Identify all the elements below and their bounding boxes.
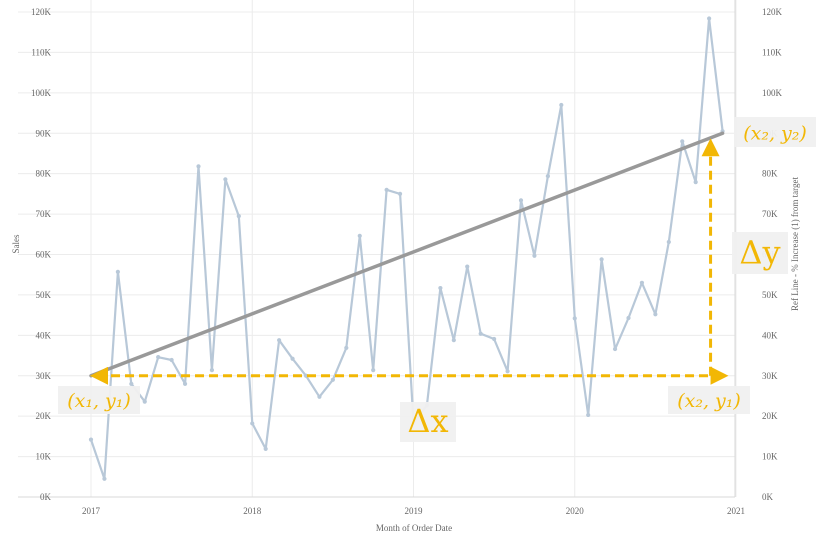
data-point xyxy=(102,476,107,481)
y2-tick-label: 80K xyxy=(762,169,778,179)
x-axis-title: Month of Order Date xyxy=(376,523,452,533)
data-point xyxy=(129,381,134,386)
data-point xyxy=(599,257,604,262)
y-tick-label: 60K xyxy=(36,250,52,260)
data-point xyxy=(263,446,268,452)
data-point xyxy=(559,102,564,108)
x-tick-label: 2019 xyxy=(405,506,424,516)
y-tick-label: 30K xyxy=(36,371,52,381)
data-point xyxy=(612,346,618,352)
data-point xyxy=(142,399,147,404)
y-tick-label: 40K xyxy=(36,330,52,340)
data-point xyxy=(397,191,403,196)
y-tick-label: 110K xyxy=(31,47,51,57)
y-axis-title: Sales xyxy=(11,234,21,253)
data-point xyxy=(250,421,255,426)
y-tick-label: 0K xyxy=(40,492,52,502)
sales-series-line xyxy=(89,17,724,480)
y2-tick-label: 100K xyxy=(762,88,783,98)
data-point xyxy=(236,214,241,219)
trend-line xyxy=(89,131,725,378)
data-point xyxy=(384,187,389,192)
y2-tick-label: 30K xyxy=(762,371,778,381)
data-point xyxy=(492,336,497,342)
data-point xyxy=(693,180,698,185)
y2-tick-label: 70K xyxy=(762,209,778,219)
data-point xyxy=(653,312,658,317)
x-axis: 2017 2018 2019 2020 2021 xyxy=(82,506,745,516)
data-point xyxy=(290,356,295,361)
x-tick-label: 2017 xyxy=(82,506,101,516)
x-tick-label: 2020 xyxy=(566,506,585,516)
data-point xyxy=(371,367,376,373)
data-point xyxy=(505,369,510,374)
delta-y-label-box xyxy=(732,232,788,274)
y2-axis-title: Ref Line - % Increase (1) from target xyxy=(790,176,800,311)
data-point xyxy=(478,331,483,336)
y-tick-label: 120K xyxy=(31,7,52,17)
data-point xyxy=(169,357,174,363)
point-label-x1-y1: (x₁, y₁) xyxy=(67,390,131,412)
data-point xyxy=(196,164,201,169)
y2-tick-label: 10K xyxy=(762,452,778,462)
y-tick-label: 100K xyxy=(31,88,52,98)
delta-x-label-box xyxy=(400,402,456,442)
plot-area xyxy=(88,16,725,481)
data-point xyxy=(438,285,443,291)
y-tick-label: 90K xyxy=(36,128,52,138)
y-tick-label: 80K xyxy=(36,169,52,179)
data-point xyxy=(223,177,228,182)
data-point xyxy=(182,381,188,386)
point-label-x2-y1: (x₂, y₁) xyxy=(677,390,741,412)
data-point xyxy=(156,355,161,360)
data-point xyxy=(317,394,322,399)
data-point xyxy=(88,437,94,442)
data-point xyxy=(209,367,215,373)
point-label-x1-y1-box xyxy=(58,386,140,414)
point-label-x2-y1-box xyxy=(668,386,750,414)
data-point xyxy=(572,316,577,321)
data-point xyxy=(680,139,685,144)
data-point xyxy=(666,239,671,245)
y-tick-label: 10K xyxy=(36,452,52,462)
y2-tick-label: 0K xyxy=(762,492,774,502)
data-point xyxy=(451,338,456,343)
data-point xyxy=(330,377,335,382)
delta-y-label: Δy xyxy=(739,234,780,272)
point-label-x2-y2: (x₂, y₂) xyxy=(743,123,807,145)
delta-x-label: Δx xyxy=(407,402,448,440)
y2-tick-label: 50K xyxy=(762,290,778,300)
data-point xyxy=(707,16,712,21)
y-tick-label: 50K xyxy=(36,290,52,300)
data-point xyxy=(277,338,282,343)
y-tick-label: 70K xyxy=(36,209,52,219)
data-point xyxy=(518,198,524,203)
y2-tick-label: 20K xyxy=(762,411,778,421)
x-tick-label: 2018 xyxy=(243,506,262,516)
data-point xyxy=(626,315,631,321)
data-point xyxy=(357,233,362,239)
point-label-x2-y2-box xyxy=(734,117,816,147)
data-point xyxy=(465,264,470,269)
data-point xyxy=(639,280,645,285)
y-tick-label: 20K xyxy=(36,411,52,421)
y2-tick-label: 110K xyxy=(762,47,782,57)
y2-tick-label: 120K xyxy=(762,7,783,17)
data-point xyxy=(344,345,349,350)
y-axis-left: 0K 10K 20K 30K 40K 50K 60K 70K 80K 90K 100K 110K 120… xyxy=(31,7,52,502)
annotations: (x₁, y₁) (x₂, y₁) (x₂, y₂) Δx Δy xyxy=(58,117,816,442)
x-tick-label: 2021 xyxy=(727,506,745,516)
y2-tick-label: 40K xyxy=(762,330,778,340)
data-point xyxy=(586,412,591,418)
data-point xyxy=(545,173,550,179)
data-point xyxy=(532,253,537,258)
grid xyxy=(18,0,737,498)
data-point xyxy=(115,269,120,274)
